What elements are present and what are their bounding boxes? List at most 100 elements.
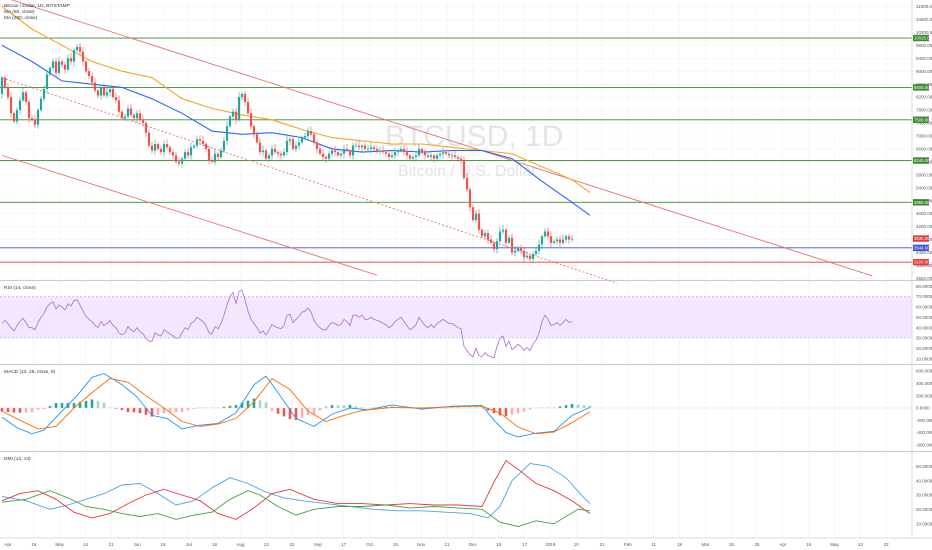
candle-body [198,139,202,141]
candle-body [567,236,571,240]
macd-histogram-bar [120,408,124,411]
candle [9,92,13,118]
macd-histogram-bar [510,408,514,415]
candle-body [225,126,229,141]
price-tag [913,157,929,164]
candle [360,143,364,152]
candle-body [288,139,292,141]
macd-legend[interactable]: MACD (12, 26, close, 9) [4,369,56,375]
candle [114,93,118,104]
candle [522,246,526,262]
candle [96,88,100,99]
ma50-legend[interactable]: MA (50, close) [4,9,35,15]
price-tick-label: 11000.00 [916,4,932,9]
candle-body [84,61,88,72]
macd-histogram-bar [252,398,256,408]
symbol-title[interactable]: Bitcoin / Dollar, 1D, BITSTAMP [4,3,70,9]
candle [435,152,439,161]
price-tag [913,34,929,42]
candle [0,75,4,99]
candle-body [507,237,511,243]
price-tag-label: 10025.00 [914,36,932,41]
ma200-legend[interactable]: MA (200, close) [4,15,38,21]
candle [126,104,130,121]
candle-body [510,237,514,253]
candle [123,113,127,122]
time-tick-label: 2019 [545,542,556,547]
candle-body [333,150,337,153]
candle [300,135,304,145]
macd-histogram-bar [30,408,34,413]
price-tick-label: 7000.00 [916,134,932,139]
candle-body [360,145,364,148]
candle-body [519,247,523,251]
candle-body [216,153,220,157]
candle [282,148,286,158]
candle [324,155,328,163]
candle [483,230,487,240]
candle [72,48,76,66]
time-tick-label: Feb [624,542,632,547]
macd-histogram-bar [360,407,364,408]
candle-body [414,155,418,157]
macd-histogram-bar [318,408,322,411]
price-tick-label: 4200.00 [916,224,932,229]
rsi-legend[interactable]: RSI (14, close) [4,285,36,291]
candle [204,142,208,152]
candle [486,229,490,244]
macd-histogram-bar [138,408,142,414]
candle [306,127,310,141]
price-axis[interactable]: 11000.00 10600.00 10200.00 9800.00 9400.00 90… [911,0,932,538]
candle-body [423,152,427,156]
candle [366,145,370,152]
candle [210,156,214,164]
candle-body [117,100,121,112]
price-tag-label: 8500.00 [914,85,930,90]
candle-body [42,89,46,99]
candle-body [537,244,541,251]
candle [108,87,112,97]
watermark: BTCUSD, 1D Bitcoin / U.S. Dollar [385,120,563,180]
macd-histogram-bar [324,406,328,408]
candle [228,114,232,129]
candle [489,234,493,245]
candle-body [237,97,241,120]
candle [54,57,58,78]
macd-histogram-bar [96,401,100,408]
rsi-band [0,296,912,339]
candle [297,137,301,150]
candle [12,111,16,124]
macd-pane [0,373,912,438]
candle-body [543,231,547,237]
macd-histogram-bar [516,408,520,414]
candle-body [240,93,244,98]
macd-histogram-bar [156,408,160,415]
time-axis[interactable]: Apr 16 May 14 21 Jun 18 Jul 16 Aug 13 22 Sep 17 Oct 15 N… [0,537,932,547]
price-tick-label: 9000.00 [916,69,932,74]
time-tick-label: 25 [755,542,761,547]
candle-body [78,46,82,52]
candle-body [318,148,322,154]
candle-body [390,155,394,157]
price-tick-label: 7800.00 [916,108,932,113]
candle-body [114,97,118,101]
candle-body [303,135,307,138]
dmi-legend[interactable]: DMI (14, 14) [4,456,31,462]
candle-body [108,89,112,93]
macd-tick-label: -400.0000 [916,430,932,435]
candle [90,72,94,87]
candle [231,108,235,120]
candle-body [354,145,358,147]
candle-body [273,148,277,153]
candle-body [72,50,76,62]
candle-body [99,87,103,96]
candle-body [63,64,67,70]
minus-di-line [1,459,591,520]
candle [138,109,142,122]
candle-body [381,150,385,153]
candle-body [534,250,538,255]
candle [159,145,163,156]
time-tick-label: 21 [109,542,115,547]
candle-body [120,111,124,119]
